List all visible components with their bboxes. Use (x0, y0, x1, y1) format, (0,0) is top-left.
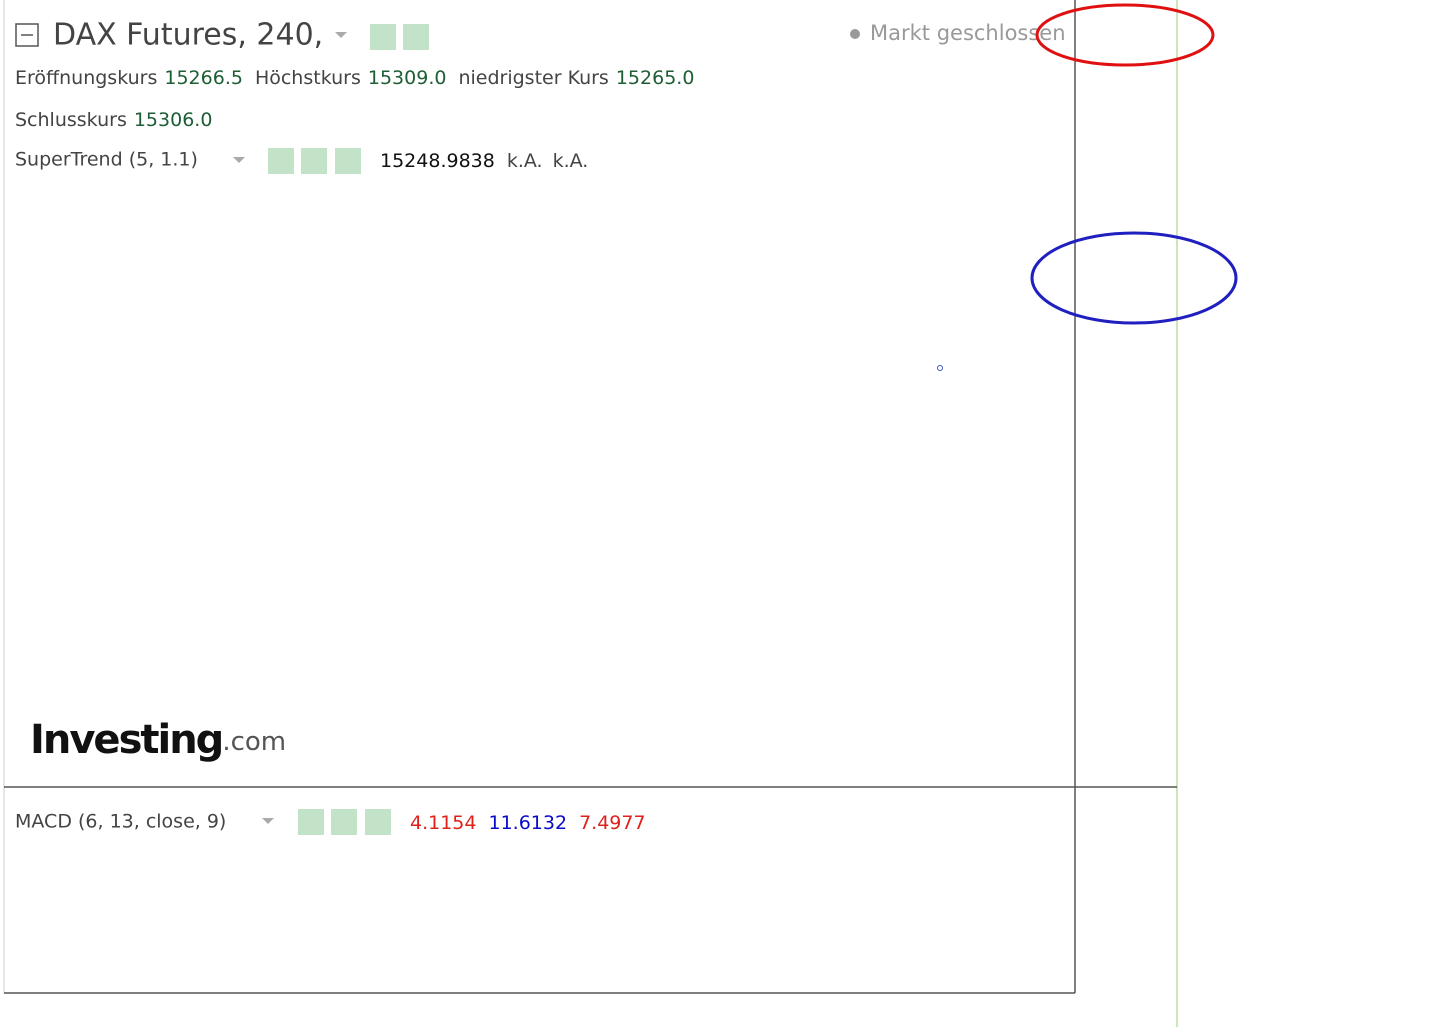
ohlc-legend: Eröffnungskurs 15266.5 Höchstkurs 15309.0 ni… (15, 67, 694, 89)
dropdown-caret[interactable] (233, 157, 245, 163)
indicator-values: 4.1154 11.6132 7.4977 (410, 812, 646, 834)
visibility-button[interactable] (370, 24, 396, 50)
legend-value: k.A. (507, 150, 543, 172)
brand-suffix: .com (222, 727, 286, 757)
chart-title: DAX Futures, 240, (53, 18, 323, 53)
indicator-legend: SuperTrend (5, 1.1) (15, 149, 198, 171)
legend-value: 7.4977 (579, 812, 645, 834)
legend-label: niedrigster Kurs (458, 67, 608, 89)
legend-value: 15266.5 (164, 67, 243, 89)
legend-label: Schlusskurs (15, 109, 127, 131)
collapse-button[interactable] (15, 23, 39, 47)
legend-label: Höchstkurs (255, 67, 361, 89)
annotation-circle (1035, 3, 1215, 67)
marker (937, 365, 943, 371)
indicator-values: 15248.9838 k.A. k.A. (380, 150, 588, 172)
legend-value: 4.1154 (410, 812, 476, 834)
legend-value: 15265.0 (616, 67, 695, 89)
remove-button[interactable] (365, 809, 391, 835)
ohlc-legend: Schlusskurs 15306.0 (15, 109, 212, 131)
legend-value: 15248.9838 (380, 150, 495, 172)
market-status: Markt geschlossen (870, 21, 1066, 45)
legend-value: 15306.0 (134, 109, 213, 131)
status-dot (850, 29, 860, 39)
legend-value: k.A. (553, 150, 589, 172)
brand: Investing.com (30, 717, 286, 763)
brand-name: Investing (30, 717, 222, 763)
legend-value: 11.6132 (488, 812, 567, 834)
settings-button[interactable] (301, 148, 327, 174)
legend-value: 15309.0 (368, 67, 447, 89)
annotation-circle (1030, 231, 1238, 325)
settings-button[interactable] (331, 809, 357, 835)
indicator-legend: MACD (6, 13, close, 9) (15, 811, 226, 833)
visibility-button[interactable] (268, 148, 294, 174)
visibility-button[interactable] (298, 809, 324, 835)
dropdown-caret[interactable] (262, 818, 274, 824)
dropdown-caret[interactable] (335, 32, 347, 38)
legend-label: Eröffnungskurs (15, 67, 157, 89)
remove-button[interactable] (335, 148, 361, 174)
settings-button[interactable] (403, 24, 429, 50)
